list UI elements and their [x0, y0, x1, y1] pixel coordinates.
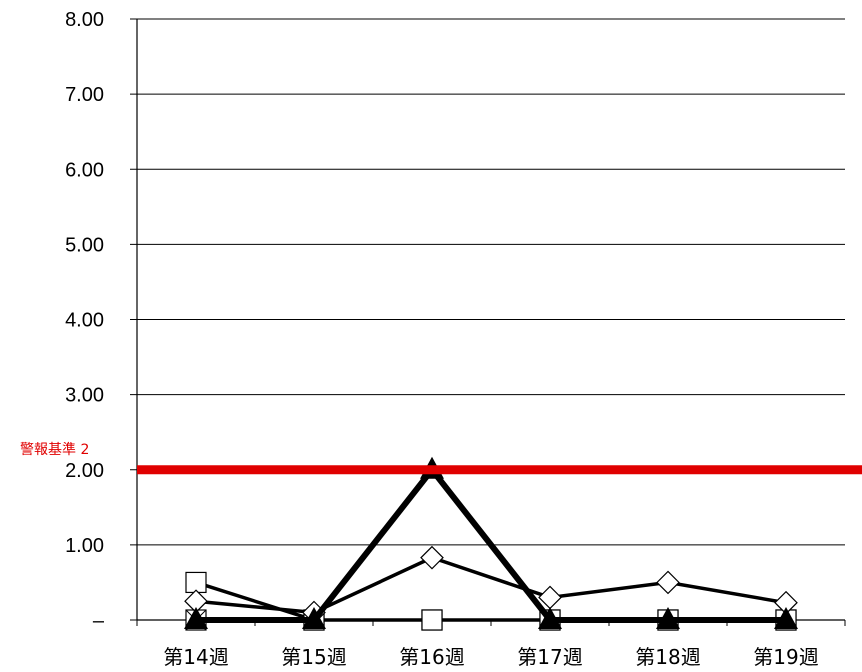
point-diamond	[420, 545, 444, 570]
x-tick-label: 第16週	[399, 645, 464, 669]
series-line-diamond	[195, 555, 787, 615]
y-tick-label: 8.00	[65, 9, 104, 31]
y-tick-label: 7.00	[65, 84, 104, 106]
point-diamond	[538, 585, 562, 610]
x-tick-label: 第15週	[281, 645, 346, 669]
y-tick-label: 5.00	[65, 234, 104, 256]
x-tick-label: 第18週	[635, 645, 700, 669]
series-layer	[184, 456, 798, 631]
y-tick-label: 6.00	[65, 159, 104, 181]
y-axis-tick-labels: – 1.00 2.00 3.00 4.00 5.00 6.00 7.00 8.00	[65, 9, 105, 632]
point-triangle	[538, 607, 562, 629]
point-triangle	[184, 607, 208, 629]
series-triangle	[184, 456, 798, 629]
series-diamond	[184, 545, 798, 625]
alert-threshold-label: 警報基準 2	[20, 441, 89, 458]
x-tick-label: 第14週	[163, 645, 228, 669]
point-triangle	[774, 607, 798, 629]
x-axis-tick-labels: 第14週 第15週 第16週 第17週 第18週 第19週	[163, 645, 818, 669]
x-tick-label: 第17週	[517, 645, 582, 669]
y-tick-label: 2.00	[65, 460, 104, 482]
plot-area	[130, 18, 846, 626]
y-tick-label: 3.00	[65, 385, 104, 407]
y-tick-label: 4.00	[65, 310, 104, 332]
point-square	[421, 609, 443, 631]
y-tick-label: 1.00	[65, 535, 104, 557]
series-line-triangle	[196, 464, 786, 623]
point-triangle	[302, 607, 326, 629]
point-diamond	[656, 570, 680, 595]
reference-layer: 警報基準 2	[20, 441, 862, 475]
x-tick-label: 第19週	[753, 645, 818, 669]
y-tick-label: –	[93, 610, 105, 632]
point-triangle	[656, 607, 680, 629]
